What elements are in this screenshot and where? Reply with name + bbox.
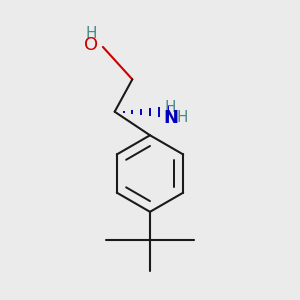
- Text: H: H: [176, 110, 188, 125]
- Text: N: N: [163, 109, 178, 127]
- Text: H: H: [165, 100, 176, 115]
- Text: O: O: [84, 37, 98, 55]
- Text: H: H: [85, 26, 97, 41]
